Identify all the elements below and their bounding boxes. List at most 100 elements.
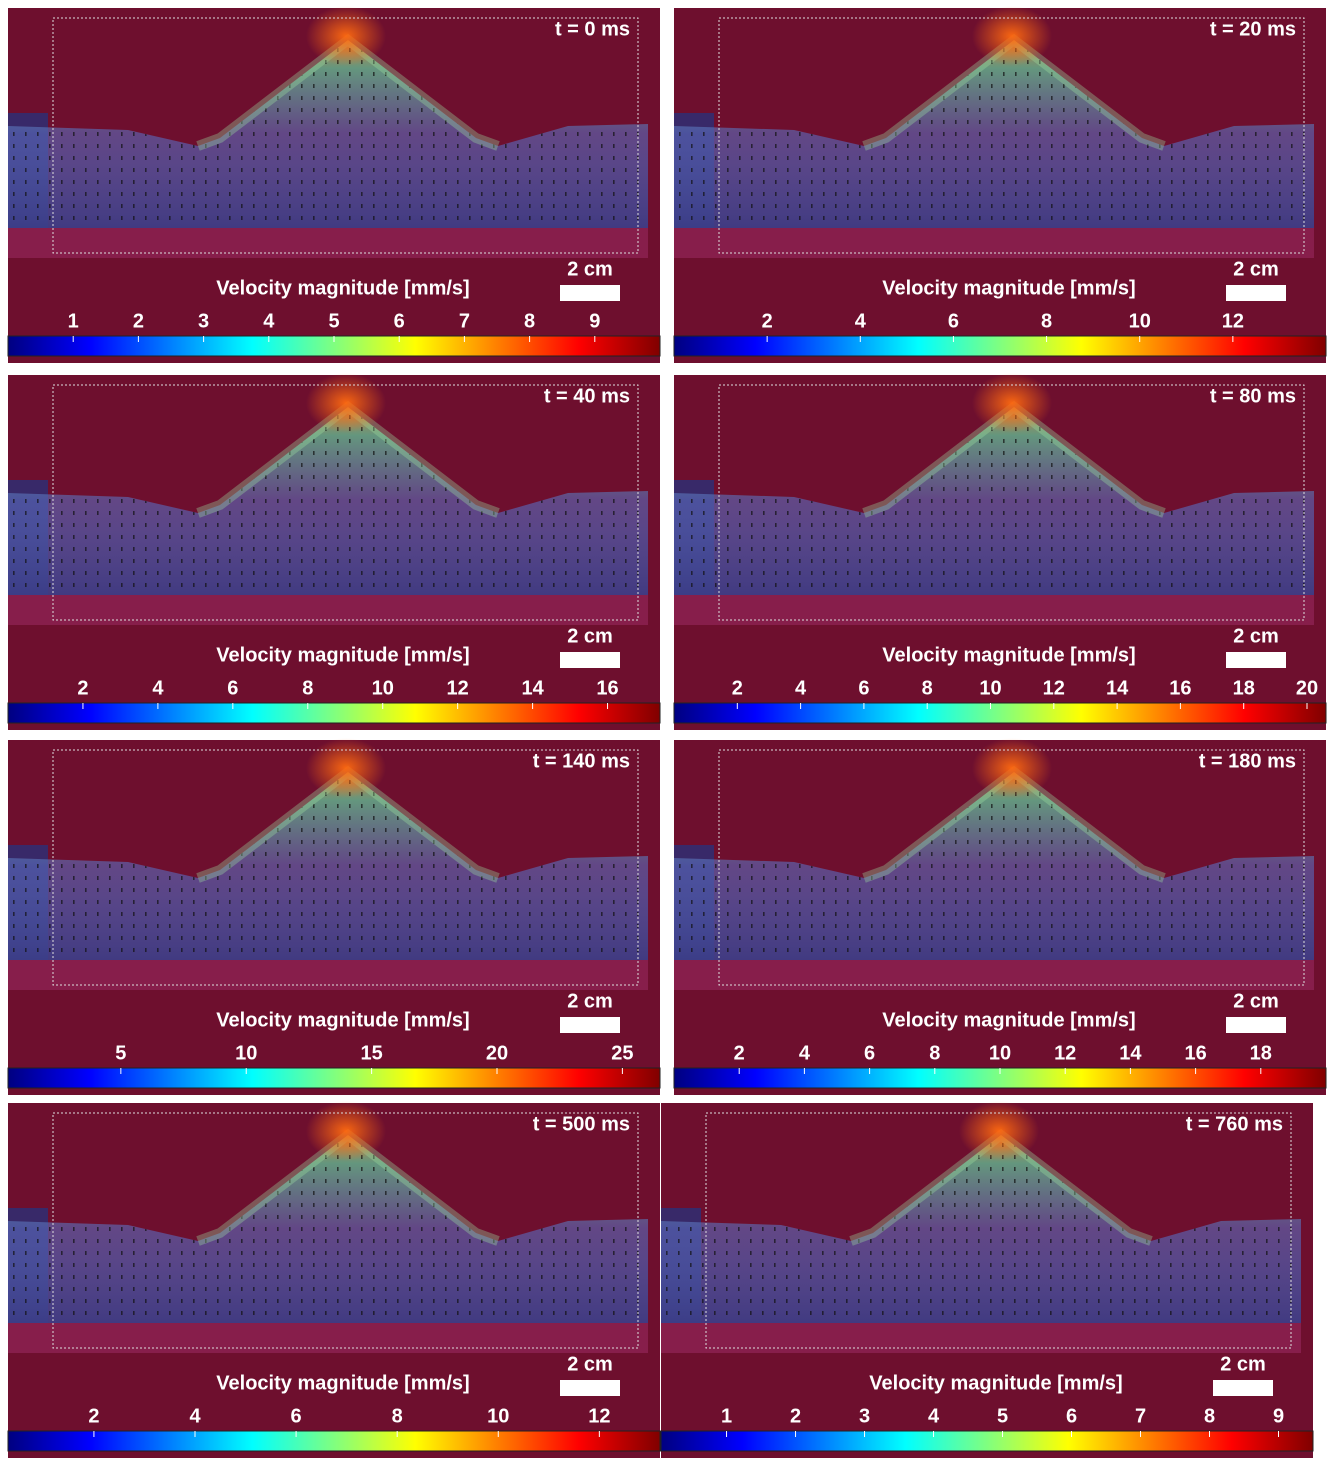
colorbar-tick-label: 14 (1119, 1042, 1142, 1064)
scale-bar-label: 2 cm (1233, 258, 1279, 280)
colorbar (660, 1430, 1314, 1452)
time-label: t = 760 ms (1186, 1113, 1283, 1135)
colorbar (7, 702, 661, 724)
colorbar-tick-label: 2 (762, 310, 773, 332)
colorbar-tick-label: 12 (1043, 677, 1065, 699)
colorbar-label: Velocity magnitude [mm/s] (869, 1372, 1122, 1394)
colorbar-tick-label: 5 (328, 310, 339, 332)
panel: t = 760 ms 2 cm Velocity magnitude [mm/s] 1… (660, 1101, 1314, 1458)
colorbar-tick-label: 4 (152, 677, 164, 699)
colorbar-label: Velocity magnitude [mm/s] (882, 1009, 1135, 1031)
panel: t = 500 ms 2 cm Velocity magnitude [mm/s] 2… (7, 1101, 661, 1458)
colorbar-label: Velocity magnitude [mm/s] (216, 1372, 469, 1394)
colorbar-tick-label: 6 (858, 677, 869, 699)
velocity-vectors (674, 40, 1314, 228)
colorbar-tick-label: 12 (1222, 310, 1244, 332)
roi-frame (52, 17, 639, 254)
scale-bar-label: 2 cm (567, 990, 613, 1012)
colorbar-tick-label: 2 (734, 1042, 745, 1064)
colorbar-tick-label: 10 (979, 677, 1001, 699)
colorbar (673, 335, 1327, 357)
colorbar-tick-label: 18 (1250, 1042, 1272, 1064)
colorbar (673, 702, 1327, 724)
colorbar-label: Velocity magnitude [mm/s] (882, 277, 1135, 299)
colorbar-tick-label: 6 (394, 310, 405, 332)
colorbar-tick-label: 8 (929, 1042, 940, 1064)
peak-glow (306, 1101, 386, 1161)
colorbar-tick-label: 6 (1066, 1405, 1077, 1427)
colorbar-tick-label: 5 (115, 1042, 126, 1064)
roi-frame (718, 17, 1305, 254)
colorbar-tick-label: 6 (864, 1042, 875, 1064)
peak-glow (306, 738, 386, 798)
colorbar-tick-label: 8 (1204, 1405, 1215, 1427)
scale-bar-label: 2 cm (567, 258, 613, 280)
peak-glow (972, 6, 1052, 66)
colorbar-tick-label: 1 (68, 310, 79, 332)
peak-glow (959, 1101, 1039, 1161)
roi-frame (52, 384, 639, 621)
colorbar-tick-label: 15 (360, 1042, 382, 1064)
peak-glow (972, 373, 1052, 433)
colorbar-tick-label: 8 (392, 1405, 403, 1427)
colorbar-tick-label: 3 (198, 310, 209, 332)
colorbar-tick-label: 10 (1129, 310, 1151, 332)
peak-glow (972, 738, 1052, 798)
panel: t = 40 ms 2 cm Velocity magnitude [mm/s] 2 4… (7, 373, 661, 730)
time-label: t = 500 ms (533, 1113, 630, 1135)
velocity-vectors (8, 772, 648, 960)
colorbar-tick-label: 6 (291, 1405, 302, 1427)
velocity-vectors (661, 1135, 1301, 1323)
colorbar-tick-label: 7 (459, 310, 470, 332)
scale-bar (1226, 652, 1286, 668)
scale-bar-label: 2 cm (1233, 625, 1279, 647)
colorbar-tick-label: 16 (1169, 677, 1191, 699)
colorbar-tick-label: 10 (487, 1405, 509, 1427)
colorbar-tick-label: 2 (77, 677, 88, 699)
roi-frame (52, 1112, 639, 1349)
colorbar-tick-label: 6 (948, 310, 959, 332)
colorbar (7, 1430, 661, 1452)
colorbar-tick-label: 10 (989, 1042, 1011, 1064)
scale-bar (1226, 1017, 1286, 1033)
scale-bar-label: 2 cm (1220, 1353, 1266, 1375)
colorbar-tick-label: 2 (790, 1405, 801, 1427)
colorbar-tick-label: 2 (88, 1405, 99, 1427)
colorbar-tick-label: 4 (855, 310, 867, 332)
peak-glow (306, 373, 386, 433)
colorbar-tick-label: 4 (263, 310, 275, 332)
colorbar-tick-label: 12 (588, 1405, 610, 1427)
colorbar-tick-label: 1 (721, 1405, 732, 1427)
colorbar-tick-label: 14 (521, 677, 544, 699)
colorbar-tick-label: 4 (189, 1405, 201, 1427)
colorbar-tick-label: 25 (611, 1042, 633, 1064)
colorbar-tick-label: 12 (447, 677, 469, 699)
time-label: t = 140 ms (533, 750, 630, 772)
panel: t = 20 ms 2 cm Velocity magnitude [mm/s] 2 4… (673, 6, 1327, 363)
colorbar-tick-label: 18 (1233, 677, 1255, 699)
colorbar-label: Velocity magnitude [mm/s] (216, 1009, 469, 1031)
panel: t = 0 ms 2 cm Velocity magnitude [mm/s] 1 2 3… (7, 6, 661, 363)
colorbar-tick-label: 5 (997, 1405, 1008, 1427)
colorbar-tick-label: 20 (486, 1042, 508, 1064)
colorbar-tick-label: 8 (922, 677, 933, 699)
colorbar-tick-label: 8 (302, 677, 313, 699)
colorbar-tick-label: 12 (1054, 1042, 1076, 1064)
colorbar-tick-label: 10 (235, 1042, 257, 1064)
scale-bar (560, 1017, 620, 1033)
roi-frame (718, 384, 1305, 621)
panel: t = 140 ms 2 cm Velocity magnitude [mm/s] 5… (7, 738, 661, 1095)
time-label: t = 0 ms (555, 18, 630, 40)
roi-frame (718, 749, 1305, 986)
colorbar-tick-label: 4 (928, 1405, 940, 1427)
scale-bar (1226, 285, 1286, 301)
colorbar-tick-label: 10 (372, 677, 394, 699)
scale-bar-label: 2 cm (567, 625, 613, 647)
colorbar-tick-label: 9 (589, 310, 600, 332)
velocity-vectors (8, 407, 648, 595)
time-label: t = 180 ms (1199, 750, 1296, 772)
scale-bar (560, 1380, 620, 1396)
panel: t = 180 ms 2 cm Velocity magnitude [mm/s] 2… (673, 738, 1327, 1095)
velocity-vectors (674, 407, 1314, 595)
